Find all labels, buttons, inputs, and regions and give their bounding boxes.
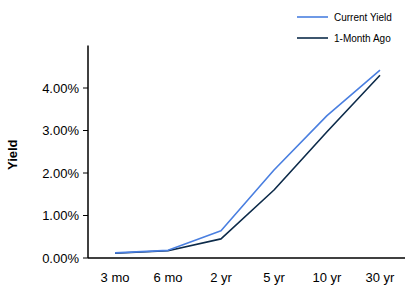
y-tick [83,130,88,131]
legend-swatch [297,16,328,18]
x-tick-label: 3 mo [101,270,130,285]
series-line [115,75,380,253]
y-tick [83,88,88,89]
legend-label: Current Yield [334,12,392,23]
x-tick-label: 5 yr [263,270,285,285]
y-tick [83,258,88,259]
series-group [115,70,380,253]
legend-swatch [297,37,328,39]
x-tick-label: 30 yr [366,270,396,285]
chart-svg: 0.00% 1.00% 2.00% 3.00% 4.00% 3 mo 6 mo 2 yr 5 y… [0,0,420,298]
y-axis-line [87,46,89,259]
y-tick-label: 1.00% [42,208,79,223]
x-axis-line [88,257,405,259]
y-tick [83,173,88,174]
y-tick-label: 0.00% [42,251,79,266]
x-tick-label: 10 yr [313,270,343,285]
y-tick [83,215,88,216]
legend-label: 1-Month Ago [334,33,391,44]
y-axis-label: Yield [5,139,20,170]
series-line [115,70,380,253]
y-tick-label: 2.00% [42,166,79,181]
y-tick-label: 3.00% [42,123,79,138]
x-tick-label: 6 mo [154,270,183,285]
chart-container: 0.00% 1.00% 2.00% 3.00% 4.00% 3 mo 6 mo 2 yr 5 y… [0,0,420,298]
y-tick-label: 4.00% [42,81,79,96]
x-tick-label: 2 yr [210,270,232,285]
